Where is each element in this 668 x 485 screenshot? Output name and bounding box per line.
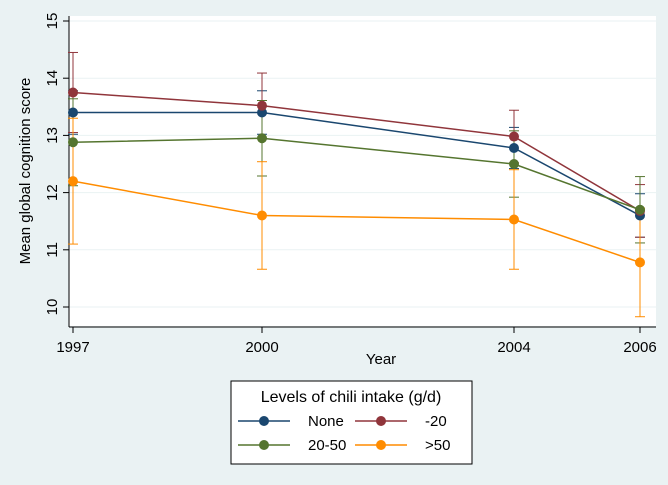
y-axis-ticks: 10 11 12 13 14 15 — [44, 13, 69, 316]
data-point — [257, 100, 267, 111]
x-tick-label: 2004 — [497, 339, 530, 356]
series-line — [72, 137, 641, 211]
data-point — [635, 204, 645, 215]
y-axis-title: Mean global cognition score — [17, 78, 34, 265]
y-tick-label: 11 — [44, 242, 61, 258]
y-tick-label: 14 — [44, 70, 61, 87]
data-point — [635, 257, 645, 268]
y-tick-label: 13 — [44, 127, 61, 144]
series-line — [72, 180, 641, 264]
data-point — [257, 107, 267, 118]
data-point — [257, 210, 267, 221]
data-point — [68, 87, 78, 98]
legend-label: None — [308, 413, 344, 430]
legend-label: 20-50 — [308, 437, 346, 454]
legend-label: -20 — [425, 413, 447, 430]
data-point — [509, 159, 519, 169]
data-point — [68, 137, 78, 148]
plot-area — [69, 16, 656, 326]
data-point — [257, 133, 267, 144]
legend-key-marker — [259, 416, 269, 426]
legend-key-marker — [376, 416, 386, 426]
legend-key-marker — [259, 440, 269, 450]
x-tick-label: 1997 — [56, 339, 89, 356]
legend-items: None -20 20-50 >50 — [238, 413, 450, 454]
data-point — [68, 107, 78, 118]
x-tick-label: 2000 — [245, 339, 278, 356]
legend-title: Levels of chili intake (g/d) — [261, 389, 442, 406]
series-lines — [72, 91, 641, 264]
legend-box — [230, 380, 473, 465]
grid — [69, 20, 656, 308]
series-line — [73, 111, 641, 217]
x-tick-label: 2006 — [623, 339, 656, 356]
x-axis-ticks: 1997 2000 2004 2006 — [56, 327, 657, 356]
series-points — [68, 87, 645, 268]
legend: Levels of chili intake (g/d) None -20 20-5… — [230, 380, 473, 465]
x-axis-title: Year — [366, 351, 396, 368]
y-tick-label: 10 — [44, 299, 61, 316]
data-point — [509, 214, 519, 225]
data-point — [68, 176, 78, 187]
y-tick-label: 12 — [44, 184, 61, 201]
legend-label: >50 — [425, 437, 450, 454]
y-tick-label: 15 — [44, 13, 61, 30]
legend-key-marker — [376, 440, 386, 450]
series-line — [72, 91, 641, 212]
data-point — [509, 142, 519, 153]
data-point — [509, 131, 519, 142]
